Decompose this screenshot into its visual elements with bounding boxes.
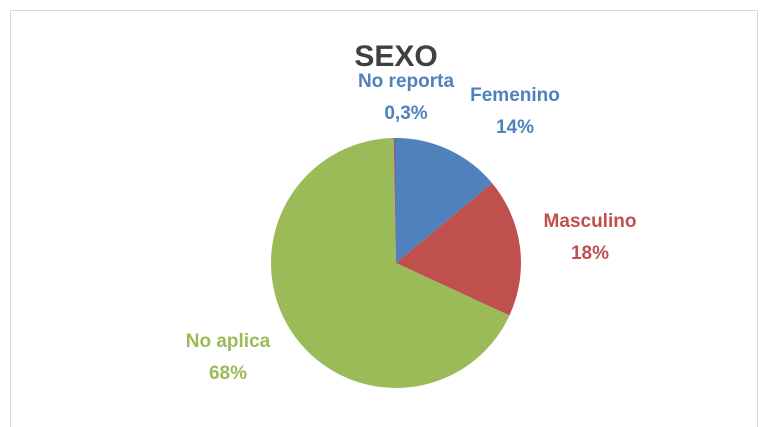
pie-slice [393, 138, 396, 263]
pie-slice [396, 183, 521, 316]
category-label: No reporta [358, 71, 455, 92]
value-label: 18% [571, 243, 609, 264]
category-label: Masculino [544, 211, 637, 232]
category-label: No aplica [186, 331, 271, 352]
value-label: 0,3% [384, 103, 427, 124]
category-label: Femenino [470, 85, 560, 106]
value-label: 14% [496, 117, 534, 138]
pie-slice [271, 138, 510, 389]
value-label: 68% [209, 363, 247, 384]
pie-slice [396, 138, 493, 263]
chart-title: SEXO [354, 40, 437, 73]
